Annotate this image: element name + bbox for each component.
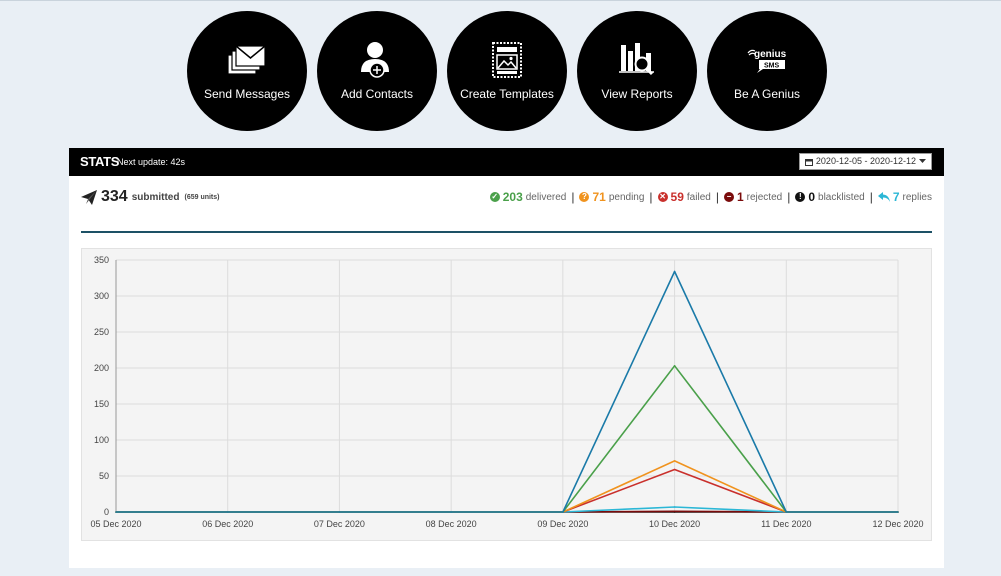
chart-svg: 0 50 100 150 200 250 300 350 05 Dec 2020 06 Dec 2… [90,255,923,529]
submitted-label: submitted [131,191,180,203]
failed-value: 59 [670,190,684,204]
rejected-count: − 1 rejected [723,190,783,204]
genius-logo-line1: genius [754,49,787,60]
calendar-icon [804,158,813,166]
plot-area [116,260,898,512]
data-point [673,510,676,513]
next-update-text: Next update: 42s [117,157,186,167]
replies-label: replies [902,191,932,203]
failed-label: failed [686,191,711,203]
exclamation-circle-icon: ! [795,192,806,202]
x-tick-label: 11 Dec 2020 [761,519,811,529]
delivered-count: ✓ 203 delivered [489,190,567,204]
submitted-summary: 334 submitted (659 units) [81,188,220,206]
submitted-count: 334 [101,188,128,205]
data-point [226,511,229,513]
separator: | [715,190,719,204]
top-border [0,0,1001,1]
data-point [897,511,899,513]
send-messages-button[interactable]: Send Messages [187,11,307,131]
date-range-picker[interactable]: 2020-12-05 - 2020-12-12 [798,153,932,170]
separator: | [649,190,653,204]
blacklisted-count: ! 0 blacklisted [795,190,865,204]
reply-icon [877,192,890,202]
blacklisted-value: 0 [808,190,816,204]
pending-count: ? 71 pending [579,190,644,204]
x-tick-label: 10 Dec 2020 [649,519,700,529]
data-point [338,511,341,513]
pending-label: pending [608,191,645,203]
messages-chart: 0 50 100 150 200 250 300 350 05 Dec 2020 06 Dec 2… [81,248,932,541]
data-point [562,511,564,513]
minus-circle-icon: − [723,192,734,202]
delivered-value: 203 [502,190,523,204]
separator: | [869,190,873,204]
question-circle-icon: ? [579,192,590,202]
rejected-value: 1 [736,190,744,204]
data-point [673,460,676,462]
view-reports-button[interactable]: View Reports [577,11,697,131]
y-tick-label: 250 [94,327,109,337]
date-range-value: 2020-12-05 - 2020-12-12 [815,156,916,166]
paper-plane-icon [81,189,97,205]
stats-divider [81,231,932,233]
y-tick-label: 200 [94,363,109,373]
y-tick-label: 300 [94,291,109,301]
x-tick-label: 08 Dec 2020 [426,519,477,529]
genius-sms-logo: genius SMS [707,39,827,81]
caret-down-icon [919,159,926,163]
delivered-label: delivered [525,191,567,203]
x-tick-label: 06 Dec 2020 [202,519,253,529]
replies-value: 7 [892,190,900,204]
replies-count: 7 replies [877,190,932,204]
y-tick-label: 350 [94,255,109,265]
check-circle-icon: ✓ [489,192,500,202]
add-contacts-button[interactable]: Add Contacts [317,11,437,131]
create-templates-button[interactable]: Create Templates [447,11,567,131]
y-tick-label: 0 [104,507,109,517]
data-point [673,506,676,508]
y-tick-label: 150 [94,399,109,409]
create-templates-label: Create Templates [460,87,554,101]
be-a-genius-button[interactable]: genius SMS Be A Genius [707,11,827,131]
data-point [673,365,676,367]
data-point [115,511,117,513]
add-contacts-label: Add Contacts [340,87,414,101]
send-messages-label: Send Messages [203,87,291,101]
stats-panel: STATS Next update: 42s 2020-12-05 - 2020… [69,148,944,568]
stats-title: STATS [80,154,120,169]
data-point [450,511,452,513]
template-icon [447,39,567,81]
envelopes-icon [187,39,307,81]
view-reports-label: View Reports [601,87,673,101]
quick-actions: Send Messages Add Contacts Crea [0,0,1001,140]
separator: | [571,190,575,204]
data-point [785,511,788,513]
y-tick-label: 100 [94,435,109,445]
be-a-genius-label: Be A Genius [733,87,801,101]
x-tick-label: 07 Dec 2020 [314,519,365,529]
units-count: (659 units) [184,193,220,201]
failed-count: ✕ 59 failed [657,190,711,204]
blacklisted-label: blacklisted [818,191,865,203]
y-tick-label: 50 [99,471,109,481]
data-point [673,468,676,471]
stats-header: STATS Next update: 42s 2020-12-05 - 2020… [69,148,944,176]
reports-icon [577,39,697,81]
x-tick-label: 12 Dec 2020 [872,519,923,529]
x-tick-label: 09 Dec 2020 [537,519,588,529]
data-point [673,270,676,273]
add-contact-icon [317,39,437,81]
times-circle-icon: ✕ [657,192,668,202]
rejected-label: rejected [746,191,783,203]
separator: | [787,190,791,204]
x-tick-label: 05 Dec 2020 [90,519,141,529]
series-line-0 [116,270,898,513]
pending-value: 71 [592,190,606,204]
status-counts: ✓ 203 delivered | ? 71 pending | ✕ 59 fa… [489,190,932,204]
genius-logo-line2: SMS [764,63,780,70]
